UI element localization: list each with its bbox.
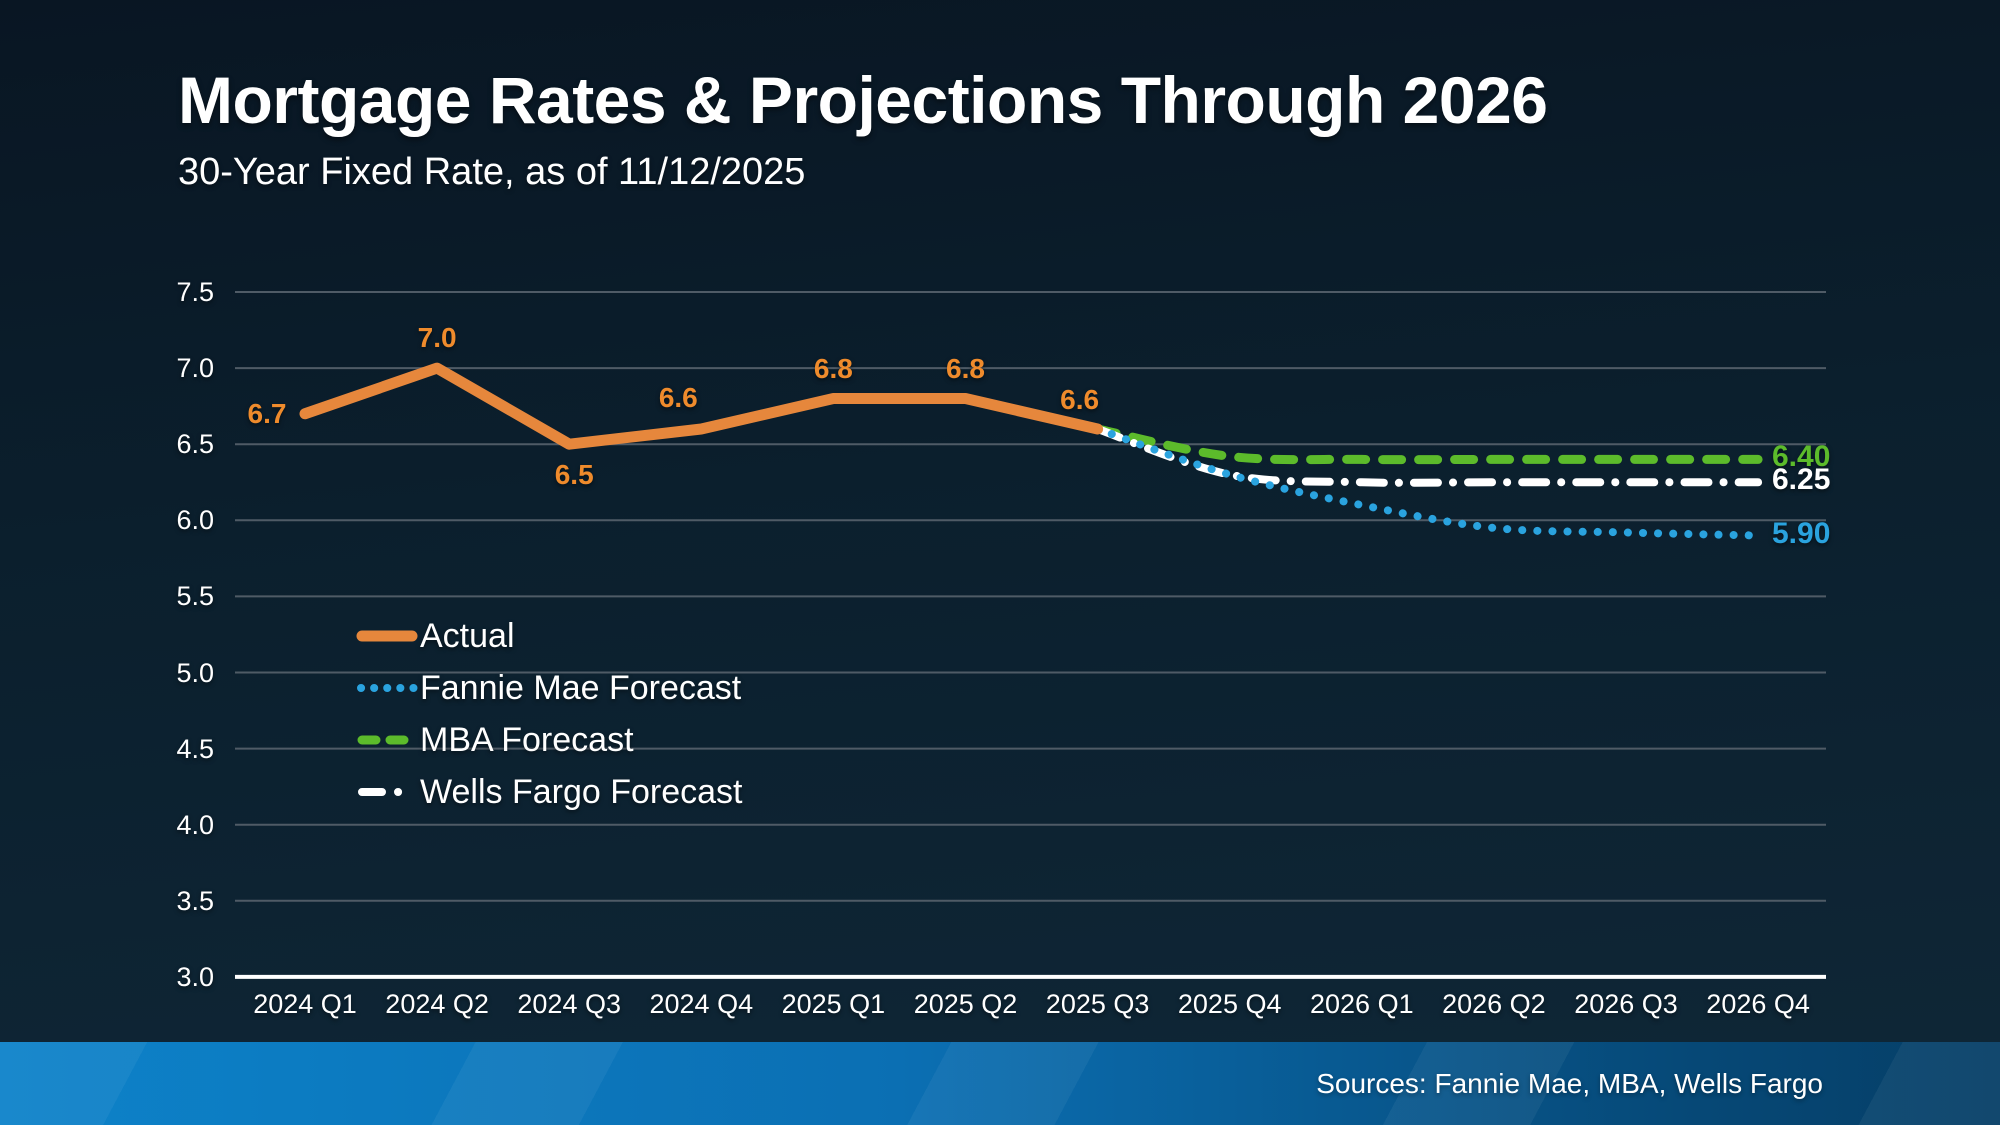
- legend-item-wells-fargo: Wells Fargo Forecast: [356, 766, 742, 818]
- footer-bar: [0, 1042, 2000, 1125]
- x-tick-label: 2026 Q2: [1442, 989, 1546, 1019]
- x-tick-label: 2025 Q4: [1177, 989, 1282, 1019]
- actual-line-swatch-icon: [356, 630, 418, 642]
- series-line-mba-forecast: [1093, 424, 1763, 465]
- y-tick-label: 7.0: [176, 353, 214, 384]
- actual-point-value-label: 6.8: [813, 352, 853, 384]
- y-tick-label: 5.0: [176, 657, 214, 688]
- x-tick-label: 2024 Q3: [517, 989, 621, 1019]
- x-tick-label: 2026 Q4: [1706, 989, 1810, 1019]
- legend-item-actual: Actual: [356, 610, 742, 662]
- actual-point-value-label: 6.6: [658, 381, 698, 413]
- x-tick-label: 2026 Q3: [1574, 989, 1678, 1019]
- series-line-actual: [299, 362, 1104, 450]
- y-tick-label: 5.5: [176, 581, 214, 612]
- actual-point-value-label: 6.6: [1060, 383, 1100, 415]
- page-title: Mortgage Rates & Projections Through 202…: [178, 63, 1548, 137]
- legend-label-fannie-mae: Fannie Mae Forecast: [420, 669, 742, 707]
- series-end-value-label: 5.90: [1772, 516, 1831, 550]
- actual-point-value-label: 7.0: [417, 322, 457, 354]
- x-tick-label: 2024 Q1: [253, 989, 357, 1019]
- legend-label-wells-fargo: Wells Fargo Forecast: [420, 773, 743, 811]
- chart-legend: Actual Fannie Mae Forecast MBA Forecast …: [356, 610, 742, 818]
- x-tick-label: 2025 Q1: [781, 989, 886, 1019]
- legend-label-mba: MBA Forecast: [420, 721, 634, 759]
- series-line-fannie-mae-forecast: [1093, 424, 1763, 540]
- x-tick-label: 2024 Q4: [649, 989, 754, 1019]
- x-tick-label: 2025 Q3: [1045, 989, 1150, 1019]
- legend-label-actual: Actual: [420, 617, 515, 655]
- x-tick-label: 2025 Q2: [913, 989, 1018, 1019]
- x-tick-label: 2024 Q2: [385, 989, 489, 1019]
- y-tick-label: 3.5: [176, 885, 214, 916]
- actual-point-value-label: 6.8: [946, 352, 985, 384]
- legend-item-fannie-mae: Fannie Mae Forecast: [356, 662, 742, 714]
- series-end-value-label: 6.25: [1772, 463, 1831, 497]
- actual-point-value-label: 6.7: [247, 397, 287, 429]
- series-end-value-label: 6.40: [1772, 440, 1831, 474]
- sources-text: Sources: Fannie Mae, MBA, Wells Fargo: [1316, 1067, 1823, 1099]
- y-tick-label: 6.0: [176, 505, 214, 536]
- page-subtitle: 30-Year Fixed Rate, as of 11/12/2025: [178, 151, 806, 193]
- dashed-line-swatch-icon: [357, 735, 418, 745]
- actual-point-value-label: 6.5: [554, 459, 594, 491]
- dotted-line-swatch-icon: [357, 684, 418, 692]
- y-tick-label: 4.5: [176, 733, 214, 764]
- y-tick-label: 4.0: [176, 809, 214, 840]
- y-tick-label: 6.5: [176, 429, 214, 460]
- x-tick-label: 2026 Q1: [1310, 989, 1414, 1019]
- dash-dot-line-swatch-icon: [358, 788, 418, 796]
- legend-item-mba: MBA Forecast: [356, 714, 742, 766]
- y-tick-label: 7.5: [176, 277, 214, 307]
- y-tick-label: 3.0: [176, 961, 214, 992]
